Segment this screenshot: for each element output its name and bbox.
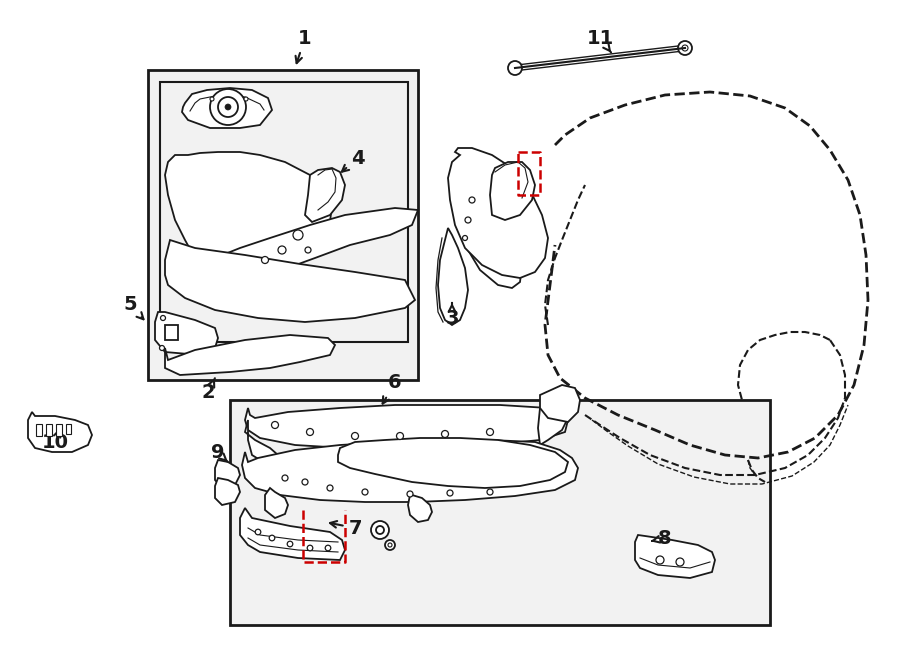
Circle shape <box>305 247 311 253</box>
Text: 10: 10 <box>41 428 68 453</box>
Circle shape <box>287 541 292 547</box>
Polygon shape <box>215 478 240 505</box>
Polygon shape <box>438 228 468 325</box>
Circle shape <box>447 490 453 496</box>
Polygon shape <box>165 152 332 283</box>
Polygon shape <box>460 165 522 288</box>
Polygon shape <box>245 420 278 465</box>
Circle shape <box>465 217 471 223</box>
Polygon shape <box>155 312 218 355</box>
Text: 3: 3 <box>446 303 459 327</box>
Polygon shape <box>165 240 415 322</box>
Polygon shape <box>245 405 568 448</box>
Circle shape <box>159 346 165 350</box>
Polygon shape <box>538 395 570 445</box>
Circle shape <box>385 540 395 550</box>
Bar <box>36 424 42 436</box>
Circle shape <box>302 479 308 485</box>
Circle shape <box>282 475 288 481</box>
Polygon shape <box>242 440 578 502</box>
Circle shape <box>307 545 313 551</box>
Circle shape <box>256 529 261 535</box>
Circle shape <box>656 556 664 564</box>
Bar <box>230 400 770 625</box>
Bar <box>148 70 418 380</box>
Circle shape <box>407 491 413 497</box>
Bar <box>56 424 62 436</box>
Circle shape <box>678 41 692 55</box>
Polygon shape <box>28 412 92 452</box>
Bar <box>46 424 52 436</box>
Text: 9: 9 <box>212 444 228 463</box>
Polygon shape <box>208 208 418 282</box>
Polygon shape <box>408 495 432 522</box>
Polygon shape <box>490 162 535 220</box>
Circle shape <box>307 428 313 436</box>
Polygon shape <box>240 508 345 560</box>
Polygon shape <box>182 88 272 128</box>
Text: 11: 11 <box>587 28 614 52</box>
Text: 8: 8 <box>652 529 671 547</box>
Polygon shape <box>215 460 240 488</box>
Circle shape <box>210 97 214 101</box>
Circle shape <box>160 315 166 321</box>
Polygon shape <box>165 335 335 375</box>
Circle shape <box>362 489 368 495</box>
Circle shape <box>469 197 475 203</box>
Circle shape <box>487 428 493 436</box>
Polygon shape <box>635 535 715 578</box>
Text: 2: 2 <box>202 378 215 403</box>
Circle shape <box>269 535 274 541</box>
Polygon shape <box>265 488 288 518</box>
Circle shape <box>371 521 389 539</box>
Circle shape <box>272 422 278 428</box>
Polygon shape <box>338 438 568 488</box>
Circle shape <box>376 526 384 534</box>
Circle shape <box>388 543 392 547</box>
Circle shape <box>442 430 448 438</box>
Polygon shape <box>448 148 548 278</box>
Polygon shape <box>305 168 345 222</box>
Bar <box>160 82 408 342</box>
Circle shape <box>676 558 684 566</box>
Circle shape <box>262 256 268 264</box>
Circle shape <box>352 432 358 440</box>
Text: 5: 5 <box>123 295 143 319</box>
Circle shape <box>463 235 467 241</box>
Circle shape <box>508 61 522 75</box>
Circle shape <box>244 97 248 101</box>
Circle shape <box>487 489 493 495</box>
Bar <box>66 424 71 434</box>
Circle shape <box>327 485 333 491</box>
Text: 7: 7 <box>330 518 362 537</box>
Text: 1: 1 <box>295 28 311 63</box>
Circle shape <box>293 230 303 240</box>
Circle shape <box>225 104 231 110</box>
Circle shape <box>397 432 403 440</box>
Circle shape <box>218 97 238 117</box>
Circle shape <box>278 246 286 254</box>
Circle shape <box>682 45 688 51</box>
Circle shape <box>210 89 246 125</box>
Polygon shape <box>165 325 178 340</box>
Circle shape <box>325 545 331 551</box>
Text: 6: 6 <box>382 373 401 404</box>
Text: 4: 4 <box>342 149 364 172</box>
Polygon shape <box>540 385 580 422</box>
